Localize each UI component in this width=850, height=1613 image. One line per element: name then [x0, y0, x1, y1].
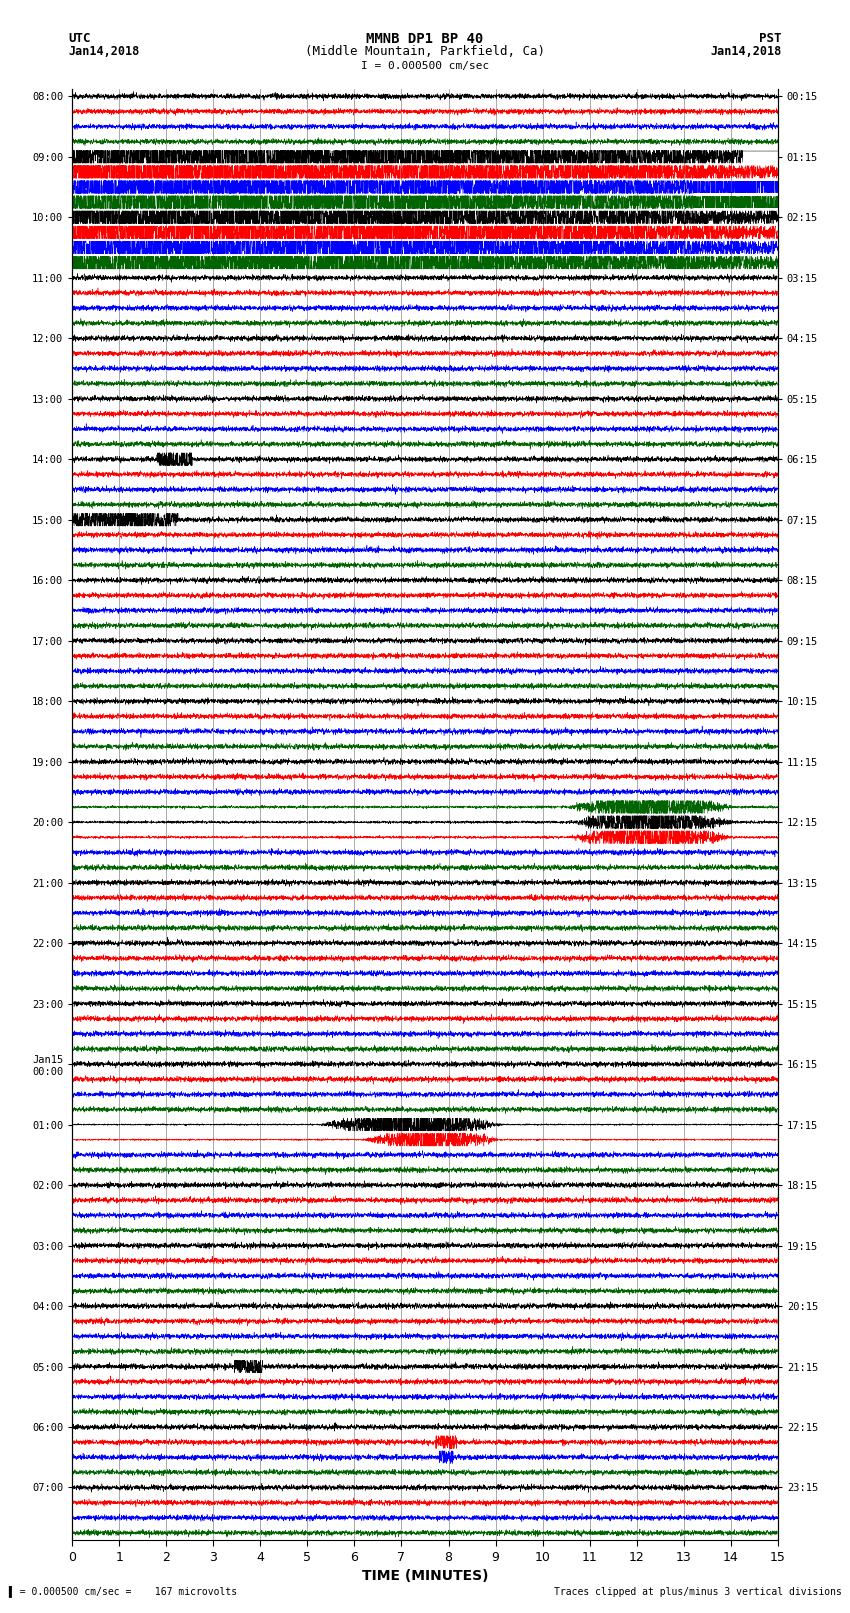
- Text: Jan14,2018: Jan14,2018: [711, 45, 782, 58]
- Text: PST: PST: [760, 32, 782, 45]
- Text: (Middle Mountain, Parkfield, Ca): (Middle Mountain, Parkfield, Ca): [305, 45, 545, 58]
- Text: ▌ = 0.000500 cm/sec =    167 microvolts: ▌ = 0.000500 cm/sec = 167 microvolts: [8, 1586, 238, 1597]
- X-axis label: TIME (MINUTES): TIME (MINUTES): [362, 1569, 488, 1584]
- Text: UTC: UTC: [68, 32, 90, 45]
- Text: I = 0.000500 cm/sec: I = 0.000500 cm/sec: [361, 61, 489, 71]
- Text: Traces clipped at plus/minus 3 vertical divisions: Traces clipped at plus/minus 3 vertical …: [553, 1587, 842, 1597]
- Text: MMNB DP1 BP 40: MMNB DP1 BP 40: [366, 32, 484, 47]
- Text: Jan14,2018: Jan14,2018: [68, 45, 139, 58]
